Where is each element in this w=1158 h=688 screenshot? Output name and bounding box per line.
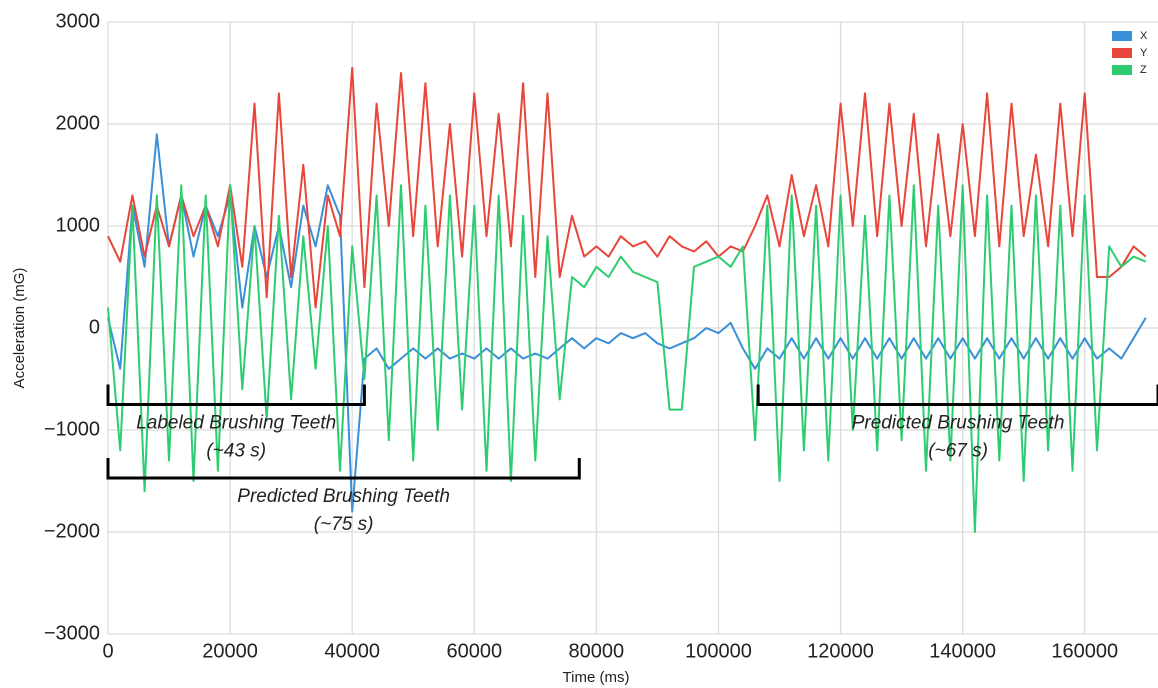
bracket [106, 384, 366, 406]
y-tick-label: 1000 [56, 214, 101, 236]
annotation-text: Labeled Brushing Teeth [136, 413, 336, 434]
legend-swatch [1112, 31, 1132, 41]
annotation-text: Predicted Brushing Teeth [852, 413, 1065, 434]
annotation-subtext: (~43 s) [206, 441, 266, 462]
x-tick-label: 0 [102, 640, 113, 662]
x-tick-label: 100000 [685, 640, 752, 662]
data-line [107, 184, 1147, 533]
x-axis-title: Time (ms) [563, 669, 630, 686]
y-tick-label: 2000 [56, 112, 101, 134]
y-tick-label: −2000 [44, 520, 100, 542]
y-axis-title: Acceleration (mG) [11, 268, 28, 389]
x-tick-label: 20000 [202, 640, 258, 662]
x-tick-label: 140000 [929, 640, 996, 662]
y-tick-label: −3000 [44, 622, 100, 644]
x-tick-label: 80000 [569, 640, 625, 662]
annotation-text: Predicted Brushing Teeth [237, 486, 450, 507]
x-tick-label: 60000 [446, 640, 502, 662]
y-tick-label: 0 [89, 316, 100, 338]
data-line [107, 66, 1147, 309]
bracket [756, 384, 1158, 406]
legend-label: Y [1140, 47, 1148, 59]
annotation-subtext: (~75 s) [314, 514, 374, 535]
legend-label: X [1140, 30, 1148, 42]
x-tick-label: 160000 [1051, 640, 1118, 662]
x-tick-label: 120000 [807, 640, 874, 662]
annotation-subtext: (~67 s) [928, 441, 988, 462]
y-tick-label: −1000 [44, 418, 100, 440]
y-tick-label: 3000 [56, 10, 101, 32]
x-tick-label: 40000 [324, 640, 380, 662]
bracket [106, 457, 581, 480]
legend-swatch [1112, 48, 1132, 58]
legend-label: Z [1140, 64, 1147, 76]
legend-swatch [1112, 65, 1132, 75]
